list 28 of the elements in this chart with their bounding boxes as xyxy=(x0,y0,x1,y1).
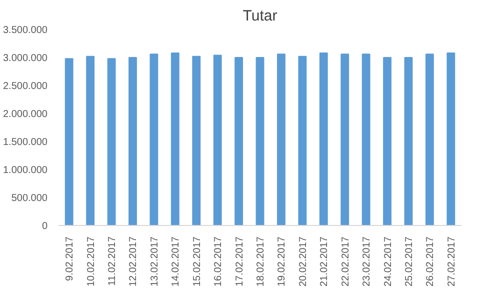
y-tick-label: 3.000.000 xyxy=(3,53,48,64)
x-tick-label: 10.02.2017 xyxy=(86,236,97,287)
y-tick-label: 2.500.000 xyxy=(3,81,48,92)
x-tick-label: 17.02.2017 xyxy=(234,236,246,287)
x-tick-label: 27.02.2017 xyxy=(446,236,458,287)
y-tick-label: 1.500.000 xyxy=(3,137,48,148)
y-tick-label: 0 xyxy=(42,221,48,232)
x-tick-label: 18.02.2017 xyxy=(256,236,266,287)
chart-title: Tutar xyxy=(242,8,278,24)
x-tick-label: 24.02.2017 xyxy=(382,236,394,287)
x-tick-label: 12.02.2017 xyxy=(128,236,140,287)
x-tick-label: 26.02.2017 xyxy=(425,236,436,287)
x-tick-label: 16.02.2017 xyxy=(213,236,224,287)
x-tick-label: 22.02.2017 xyxy=(340,236,352,287)
y-tick-label: 1.000.000 xyxy=(3,165,48,176)
y-tick-label: 3.500.000 xyxy=(3,25,48,36)
x-tick-label: 13.02.2017 xyxy=(149,236,160,287)
x-tick-label: 11.02.2017 xyxy=(107,236,118,286)
x-tick-label: 15.02.2017 xyxy=(192,236,203,287)
x-tick-label: 20.02.2017 xyxy=(298,236,309,287)
y-tick-label: 500.000 xyxy=(11,193,48,204)
x-tick-label: 21.02.2017 xyxy=(319,236,330,287)
x-tick-label: 14.02.2017 xyxy=(170,236,182,287)
x-tick-label: 23.02.2017 xyxy=(362,236,373,287)
x-tick-label: 19.02.2017 xyxy=(276,236,288,287)
x-tick-label: 9.02.2017 xyxy=(64,236,76,281)
x-tick-label: 25.02.2017 xyxy=(404,236,415,287)
y-tick-label: 2.000.000 xyxy=(3,109,48,120)
